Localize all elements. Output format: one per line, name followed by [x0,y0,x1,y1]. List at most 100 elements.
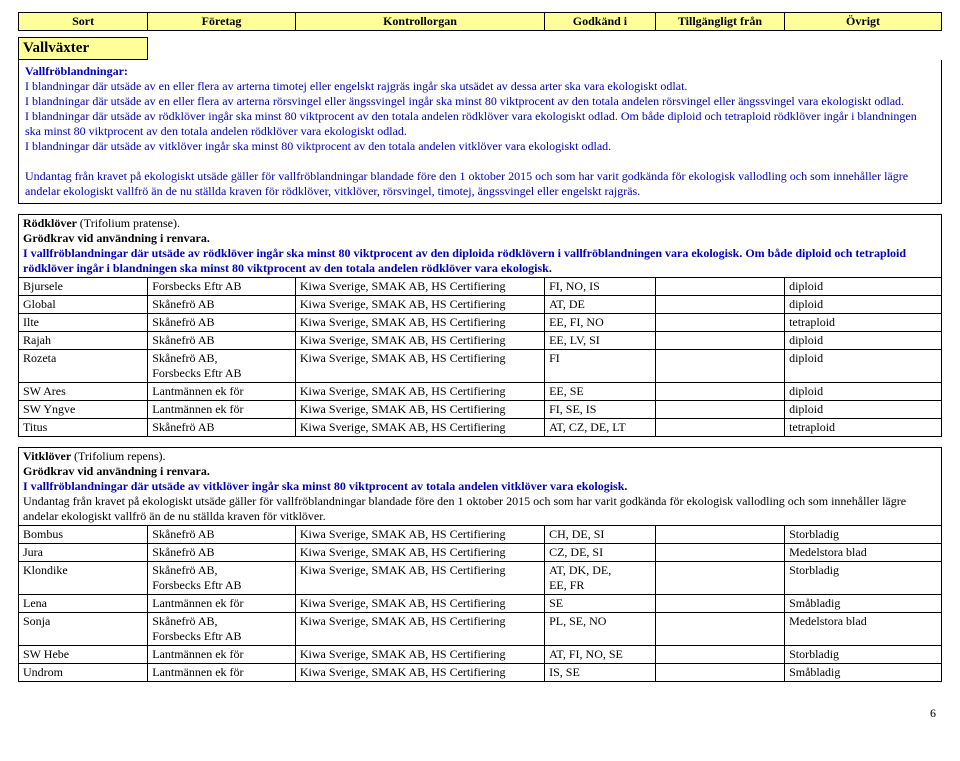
rodklover-ovrigt: diploid [785,278,942,296]
intro-p3: I blandningar där utsäde av rödklöver in… [25,109,917,138]
rodklover-foretag: Skånefrö AB [148,296,296,314]
rodklover-ovrigt: diploid [785,350,942,383]
col-sort: Sort [19,13,148,31]
vitklover-sort: Sonja [19,613,148,646]
rodklover-table: Rödklöver (Trifolium pratense). Grödkrav… [18,214,942,437]
vitklover-sort: Klondike [19,562,148,595]
rodklover-sort: Rozeta [19,350,148,383]
rodklover-kontroll: Kiwa Sverige, SMAK AB, HS Certifiering [295,383,544,401]
col-tillgangligt: Tillgängligt från [655,13,784,31]
rodklover-kontroll: Kiwa Sverige, SMAK AB, HS Certifiering [295,332,544,350]
rodklover-ovrigt: diploid [785,332,942,350]
vitklover-heading1-suffix: (Trifolium repens). [74,449,166,463]
rodklover-heading1-prefix: Rödklöver [23,216,80,230]
rodklover-godkand: EE, FI, NO [545,314,656,332]
vitklover-godkand: CZ, DE, SI [545,544,656,562]
vitklover-tillg [655,562,784,595]
vitklover-ovrigt: Medelstora blad [785,544,942,562]
vitklover-ovrigt: Medelstora blad [785,613,942,646]
vitklover-sort: Lena [19,595,148,613]
vitklover-ovrigt: Storbladig [785,562,942,595]
rodklover-sort: SW Ares [19,383,148,401]
vitklover-godkand: PL, SE, NO [545,613,656,646]
rodklover-godkand: FI, NO, IS [545,278,656,296]
page-number: 6 [18,706,942,721]
intro-p1: I blandningar där utsäde av en eller fle… [25,79,687,93]
vitklover-tillg [655,646,784,664]
rodklover-tillg [655,383,784,401]
rodklover-row: RozetaSkånefrö AB,Forsbecks Eftr ABKiwa … [19,350,942,383]
vitklover-foretag: Lantmännen ek för [148,595,296,613]
vitklover-sort: Bombus [19,526,148,544]
col-kontrollorgan: Kontrollorgan [295,13,544,31]
rodklover-foretag: Skånefrö AB [148,332,296,350]
col-ovrigt: Övrigt [785,13,942,31]
rodklover-foretag: Skånefrö AB,Forsbecks Eftr AB [148,350,296,383]
vitklover-row: LenaLantmännen ek förKiwa Sverige, SMAK … [19,595,942,613]
rodklover-sort: SW Yngve [19,401,148,419]
vitklover-foretag: Skånefrö AB,Forsbecks Eftr AB [148,562,296,595]
rodklover-tillg [655,401,784,419]
rodklover-foretag: Skånefrö AB [148,314,296,332]
rodklover-tillg [655,314,784,332]
rodklover-godkand: EE, SE [545,383,656,401]
rodklover-row: GlobalSkånefrö ABKiwa Sverige, SMAK AB, … [19,296,942,314]
rodklover-heading-cell: Rödklöver (Trifolium pratense). Grödkrav… [19,215,942,278]
vitklover-kontroll: Kiwa Sverige, SMAK AB, HS Certifiering [295,646,544,664]
vitklover-tillg [655,613,784,646]
rodklover-tillg [655,278,784,296]
rodklover-godkand: FI [545,350,656,383]
rodklover-kontroll: Kiwa Sverige, SMAK AB, HS Certifiering [295,350,544,383]
vitklover-kontroll: Kiwa Sverige, SMAK AB, HS Certifiering [295,544,544,562]
vitklover-row: SonjaSkånefrö AB,Forsbecks Eftr ABKiwa S… [19,613,942,646]
rodklover-blue-line: I vallfröblandningar där utsäde av rödkl… [23,246,906,275]
rodklover-tillg [655,296,784,314]
vitklover-tillg [655,595,784,613]
vitklover-table: Vitklöver (Trifolium repens). Grödkrav v… [18,447,942,682]
rodklover-ovrigt: diploid [785,401,942,419]
rodklover-kontroll: Kiwa Sverige, SMAK AB, HS Certifiering [295,419,544,437]
vitklover-sort: Jura [19,544,148,562]
vitklover-heading-cell: Vitklöver (Trifolium repens). Grödkrav v… [19,448,942,526]
rodklover-sort: Rajah [19,332,148,350]
rodklover-ovrigt: tetraploid [785,419,942,437]
vitklover-ovrigt: Storbladig [785,526,942,544]
vitklover-godkand: AT, DK, DE,EE, FR [545,562,656,595]
rodklover-godkand: EE, LV, SI [545,332,656,350]
rodklover-sort: Ilte [19,314,148,332]
rodklover-ovrigt: tetraploid [785,314,942,332]
header-table: Sort Företag Kontrollorgan Godkänd i Til… [18,12,942,31]
rodklover-ovrigt: diploid [785,383,942,401]
vitklover-row: SW HebeLantmännen ek förKiwa Sverige, SM… [19,646,942,664]
rodklover-godkand: AT, CZ, DE, LT [545,419,656,437]
rodklover-tillg [655,419,784,437]
vitklover-row: KlondikeSkånefrö AB,Forsbecks Eftr ABKiw… [19,562,942,595]
vitklover-kontroll: Kiwa Sverige, SMAK AB, HS Certifiering [295,595,544,613]
vitklover-kontroll: Kiwa Sverige, SMAK AB, HS Certifiering [295,526,544,544]
intro-heading: Vallfröblandningar: [25,64,128,78]
rodklover-heading1-suffix: (Trifolium pratense). [80,216,180,230]
rodklover-tillg [655,332,784,350]
rodklover-sort: Global [19,296,148,314]
vitklover-heading2: Grödkrav vid användning i renvara. [23,464,210,478]
rodklover-tillg [655,350,784,383]
col-foretag: Företag [148,13,296,31]
rodklover-row: IlteSkånefrö ABKiwa Sverige, SMAK AB, HS… [19,314,942,332]
rodklover-kontroll: Kiwa Sverige, SMAK AB, HS Certifiering [295,296,544,314]
rodklover-row: SW YngveLantmännen ek förKiwa Sverige, S… [19,401,942,419]
vitklover-godkand: AT, FI, NO, SE [545,646,656,664]
vitklover-godkand: SE [545,595,656,613]
rodklover-foretag: Lantmännen ek för [148,383,296,401]
vitklover-black-line: Undantag från kravet på ekologiskt utsäd… [23,494,906,523]
rodklover-heading2: Grödkrav vid användning i renvara. [23,231,210,245]
vitklover-row: BombusSkånefrö ABKiwa Sverige, SMAK AB, … [19,526,942,544]
vitklover-foretag: Lantmännen ek för [148,664,296,682]
header-row: Sort Företag Kontrollorgan Godkänd i Til… [19,13,942,31]
vitklover-sort: SW Hebe [19,646,148,664]
rodklover-row: RajahSkånefrö ABKiwa Sverige, SMAK AB, H… [19,332,942,350]
vitklover-kontroll: Kiwa Sverige, SMAK AB, HS Certifiering [295,613,544,646]
vitklover-foretag: Skånefrö AB,Forsbecks Eftr AB [148,613,296,646]
rodklover-foretag: Forsbecks Eftr AB [148,278,296,296]
rodklover-foretag: Skånefrö AB [148,419,296,437]
vitklover-kontroll: Kiwa Sverige, SMAK AB, HS Certifiering [295,664,544,682]
